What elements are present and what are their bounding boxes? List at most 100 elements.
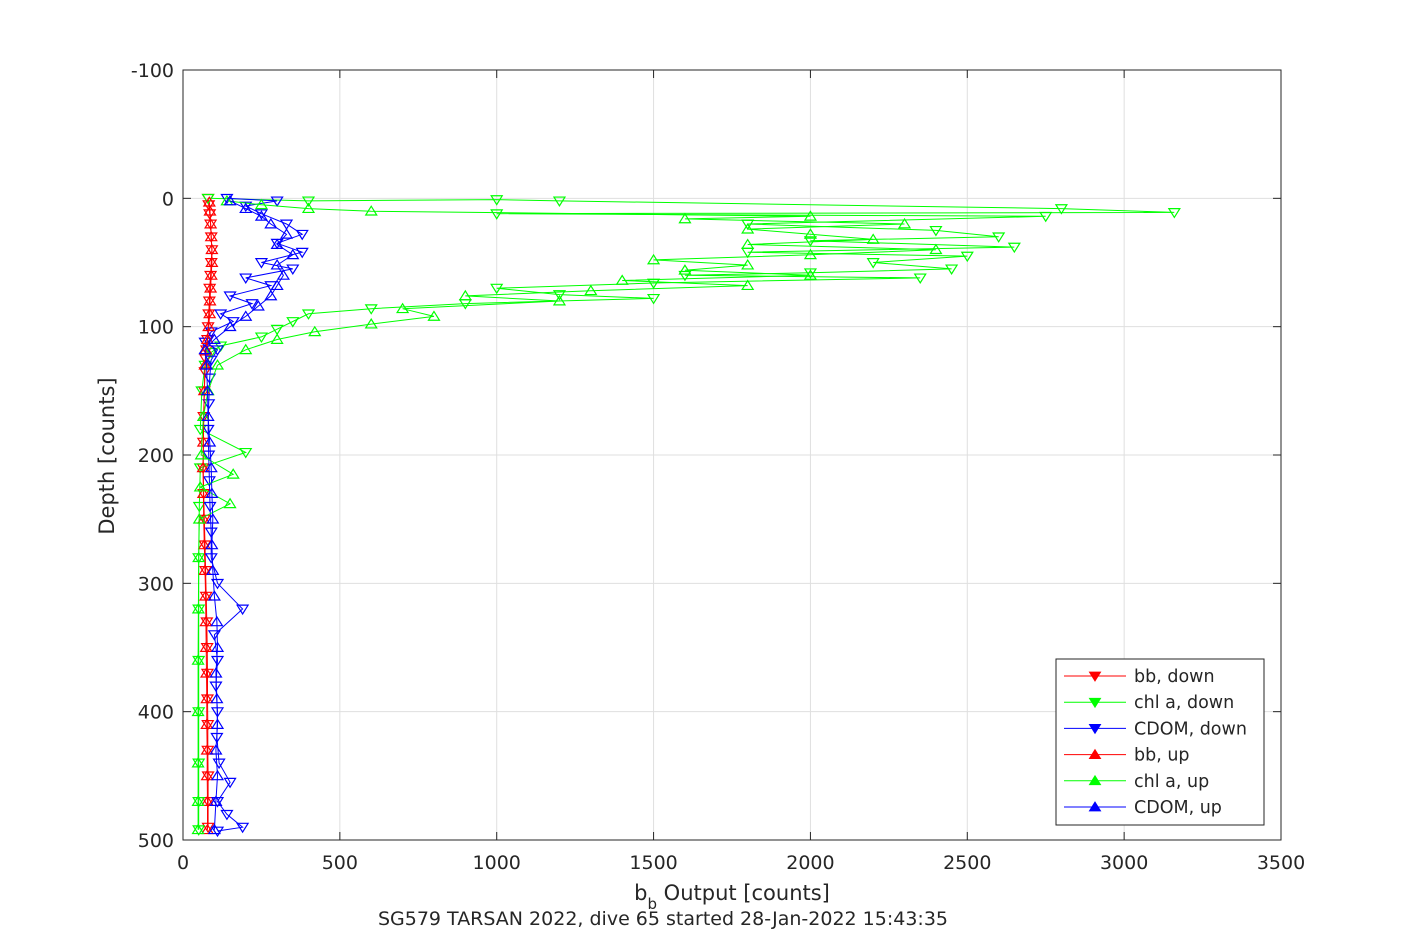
data-point-cdom-up bbox=[210, 641, 225, 652]
data-point-cdom-down bbox=[202, 450, 216, 462]
data-point-cdom-up bbox=[270, 238, 284, 249]
data-point-cdom-down bbox=[223, 291, 237, 302]
legend-item: bb, up bbox=[1064, 746, 1190, 766]
data-point-bb-up bbox=[196, 436, 210, 447]
y-tick-label: 300 bbox=[138, 573, 174, 595]
data-point-cdom-down bbox=[210, 578, 225, 590]
data-point-chl-a-up bbox=[646, 253, 661, 265]
data-point-chl-a-down bbox=[552, 196, 567, 207]
data-point-bb-up bbox=[203, 205, 217, 216]
data-point-chl-a-down bbox=[945, 264, 959, 275]
legend-marker bbox=[1088, 801, 1102, 812]
data-point-cdom-up bbox=[264, 217, 278, 229]
data-point-bb-up bbox=[204, 269, 218, 280]
data-point-chl-a-up bbox=[396, 302, 410, 314]
x-tick-label: 2500 bbox=[943, 852, 991, 874]
data-point-cdom-down bbox=[210, 826, 225, 838]
data-point-chl-a-down bbox=[192, 501, 206, 513]
data-point-bb-up bbox=[202, 320, 216, 332]
data-point-cdom-up bbox=[204, 461, 218, 473]
legend-box bbox=[1055, 658, 1265, 826]
data-point-cdom-up bbox=[205, 538, 219, 550]
data-point-chl-a-up bbox=[191, 705, 205, 717]
data-point-chl-a-down bbox=[552, 290, 567, 301]
data-point-chl-a-up bbox=[239, 343, 253, 355]
data-point-chl-a-down bbox=[1039, 211, 1053, 223]
data-point-chl-a-down bbox=[286, 317, 300, 328]
legend-marker bbox=[1088, 748, 1102, 759]
data-point-chl-a-up bbox=[270, 333, 284, 344]
data-point-chl-a-down bbox=[204, 347, 218, 359]
series-bb-up bbox=[196, 196, 219, 835]
data-point-cdom-down bbox=[220, 193, 234, 205]
legend-label: CDOM, down bbox=[1134, 719, 1247, 739]
data-point-bb-up bbox=[196, 461, 210, 473]
data-point-chl-a-up bbox=[308, 325, 322, 337]
data-point-chl-a-up bbox=[678, 212, 692, 224]
data-point-cdom-up bbox=[199, 359, 214, 370]
legend-marker bbox=[1088, 774, 1102, 786]
data-point-chl-a-down bbox=[239, 447, 253, 459]
data-point-chl-a-up bbox=[192, 551, 206, 563]
data-point-cdom-up bbox=[207, 333, 221, 344]
data-point-chl-a-down bbox=[490, 209, 504, 220]
data-point-cdom-down bbox=[279, 219, 294, 231]
data-point-chl-a-up bbox=[192, 513, 206, 524]
data-point-chl-a-up bbox=[191, 602, 205, 614]
data-point-bb-up bbox=[199, 641, 213, 652]
data-point-bb-up bbox=[204, 217, 218, 229]
data-point-chl-a-up bbox=[803, 210, 818, 221]
legend-item: CDOM, down bbox=[1064, 719, 1247, 739]
data-point-chl-a-up bbox=[226, 468, 240, 479]
x-tick-label: 2000 bbox=[786, 852, 834, 874]
data-point-cdom-down bbox=[220, 809, 234, 821]
legend-label: chl a, up bbox=[1134, 772, 1209, 792]
data-point-chl-a-up bbox=[741, 279, 755, 291]
legend-item: chl a, up bbox=[1064, 772, 1209, 792]
y-axis-label: Depth [counts] bbox=[95, 377, 119, 534]
data-point-chl-a-down bbox=[929, 225, 943, 237]
data-point-cdom-down bbox=[245, 299, 259, 310]
data-point-cdom-down bbox=[254, 209, 269, 220]
x-axis-label-main: b bbox=[634, 881, 647, 905]
data-point-chl-a-up bbox=[741, 223, 755, 234]
data-point-cdom-up bbox=[206, 513, 220, 524]
data-point-chl-a-up bbox=[301, 202, 316, 214]
x-axis-label-subscript: b bbox=[647, 895, 657, 913]
legend-label: bb, up bbox=[1134, 746, 1190, 766]
data-point-chl-a-down bbox=[913, 273, 927, 284]
data-point-cdom-up bbox=[270, 279, 284, 291]
data-point-cdom-up bbox=[205, 487, 219, 498]
x-tick-label: 3500 bbox=[1257, 852, 1305, 874]
legend: bb, down chl a, down CDOM, down bb, up chl a… bbox=[1055, 658, 1265, 826]
data-point-bb-up bbox=[205, 256, 219, 267]
data-point-cdom-up bbox=[209, 795, 223, 806]
data-point-cdom-down bbox=[239, 201, 253, 213]
data-point-bb-up bbox=[204, 282, 218, 293]
data-point-bb-up bbox=[200, 333, 215, 344]
series-chl-a-up bbox=[191, 194, 943, 835]
data-point-bb-up bbox=[200, 769, 214, 781]
legend-label: CDOM, up bbox=[1134, 798, 1222, 818]
series-cdom-down bbox=[198, 193, 309, 838]
data-point-chl-a-up bbox=[364, 205, 378, 216]
data-point-chl-a-up bbox=[427, 310, 441, 321]
data-point-bb-down bbox=[202, 200, 216, 211]
data-point-chl-a-down bbox=[364, 304, 378, 315]
data-point-bb-up bbox=[204, 230, 218, 242]
data-point-cdom-down bbox=[204, 355, 218, 367]
legend-marker bbox=[1088, 724, 1102, 735]
data-point-cdom-down bbox=[223, 777, 237, 789]
data-point-bb-up bbox=[200, 718, 214, 729]
data-point-chl-a-down bbox=[678, 270, 692, 282]
data-point-cdom-down bbox=[286, 264, 300, 275]
data-point-cdom-down bbox=[210, 345, 225, 356]
data-point-chl-a-up bbox=[678, 264, 692, 275]
y-tick-label: 0 bbox=[162, 188, 174, 210]
data-point-chl-a-up bbox=[458, 289, 472, 301]
data-point-bb-up bbox=[199, 590, 213, 601]
data-point-chl-a-up bbox=[803, 228, 818, 239]
data-point-chl-a-down bbox=[490, 195, 504, 206]
data-point-cdom-up bbox=[210, 718, 225, 729]
